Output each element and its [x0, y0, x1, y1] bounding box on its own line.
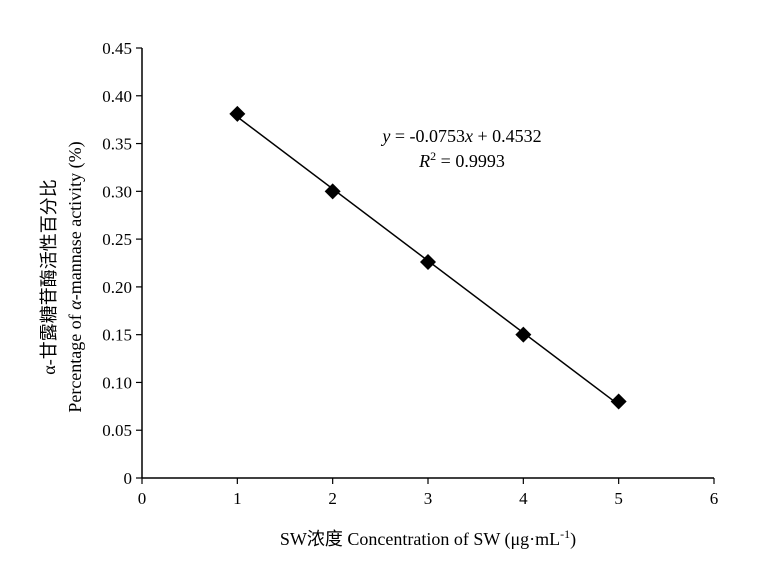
y-axis-title-chinese: α-甘露糖苷酶活性百分比 [39, 179, 59, 374]
y-tick-label: 0.45 [102, 39, 132, 58]
y-tick-label: 0 [124, 469, 133, 488]
y-tick-label: 0.05 [102, 421, 132, 440]
chart-ticks: 0 0.05 0.10 0.15 0.20 0.25 0.30 0.35 0.40 0.45 0 1 2… [102, 39, 718, 508]
data-point-diamond [515, 326, 532, 343]
y-axis-title-english: Percentage of α-mannase activity (%) [65, 141, 86, 412]
x-tick-label: 5 [614, 489, 623, 508]
x-tick-label: 6 [710, 489, 719, 508]
y-tick-label: 0.20 [102, 278, 132, 297]
y-tick-label: 0.15 [102, 326, 132, 345]
equation-line: y = -0.0753x + 0.4532 [380, 126, 541, 146]
data-point-diamond [420, 254, 436, 271]
data-point-diamond [324, 183, 341, 200]
x-tick-label: 3 [424, 489, 433, 508]
data-point-diamond [229, 105, 246, 122]
x-axis-title: SW浓度 Concentration of SW (μg·mL-1) [280, 527, 576, 550]
x-tick-label: 4 [519, 489, 528, 508]
data-points [229, 105, 627, 410]
r-squared-line: R2 = 0.9993 [418, 149, 505, 171]
y-tick-label: 0.35 [102, 135, 132, 154]
y-tick-label: 0.25 [102, 230, 132, 249]
data-point-diamond [610, 393, 627, 410]
y-tick-label: 0.30 [102, 182, 132, 201]
y-tick-label: 0.10 [102, 373, 132, 392]
x-tick-label: 0 [138, 489, 147, 508]
x-tick-label: 2 [328, 489, 337, 508]
y-tick-label: 0.40 [102, 87, 132, 106]
x-tick-label: 1 [233, 489, 242, 508]
